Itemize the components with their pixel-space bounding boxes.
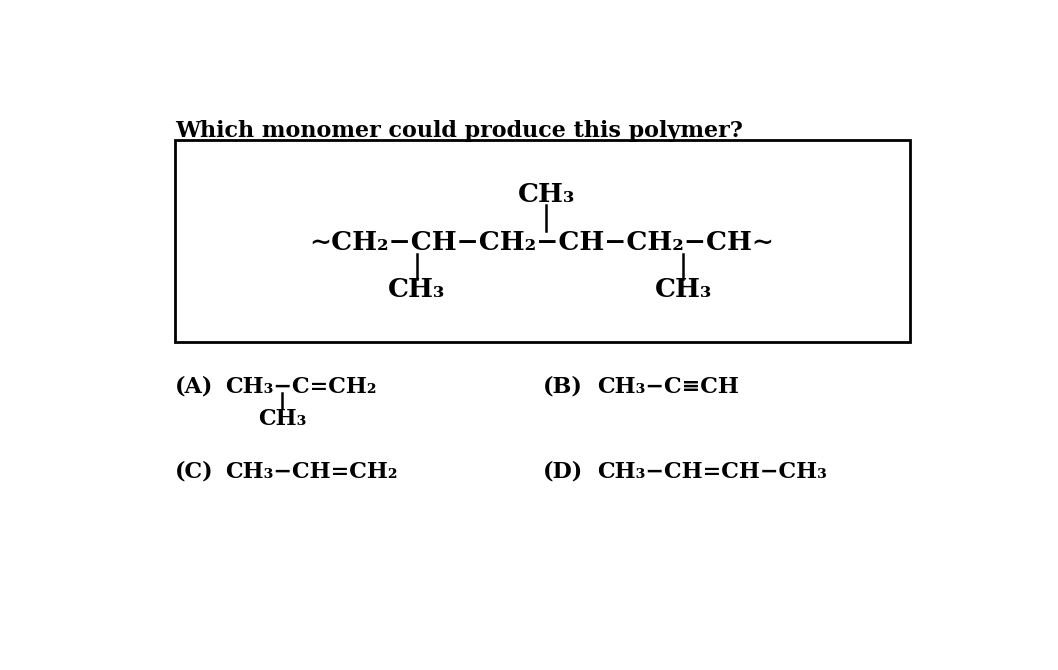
Text: Which monomer could produce this polymer?: Which monomer could produce this polymer… bbox=[175, 121, 743, 143]
Text: CH₃−CH=CH−CH₃: CH₃−CH=CH−CH₃ bbox=[598, 460, 827, 482]
Text: (B): (B) bbox=[543, 376, 583, 398]
Text: CH₃: CH₃ bbox=[517, 182, 574, 207]
Text: CH₃: CH₃ bbox=[258, 408, 306, 430]
Bar bbox=[175, 141, 910, 342]
Text: CH₃: CH₃ bbox=[655, 277, 712, 302]
Text: CH₃: CH₃ bbox=[388, 277, 445, 302]
Text: CH₃−C=CH₂: CH₃−C=CH₂ bbox=[225, 376, 377, 398]
Text: CH₃−C≡CH: CH₃−C≡CH bbox=[598, 376, 740, 398]
Text: ∼CH₂−CH−CH₂−CH−CH₂−CH∼: ∼CH₂−CH−CH₂−CH−CH₂−CH∼ bbox=[310, 230, 774, 255]
Text: (C): (C) bbox=[175, 460, 214, 482]
Text: (A): (A) bbox=[175, 376, 214, 398]
Text: CH₃−CH=CH₂: CH₃−CH=CH₂ bbox=[225, 460, 398, 482]
Text: (D): (D) bbox=[543, 460, 583, 482]
